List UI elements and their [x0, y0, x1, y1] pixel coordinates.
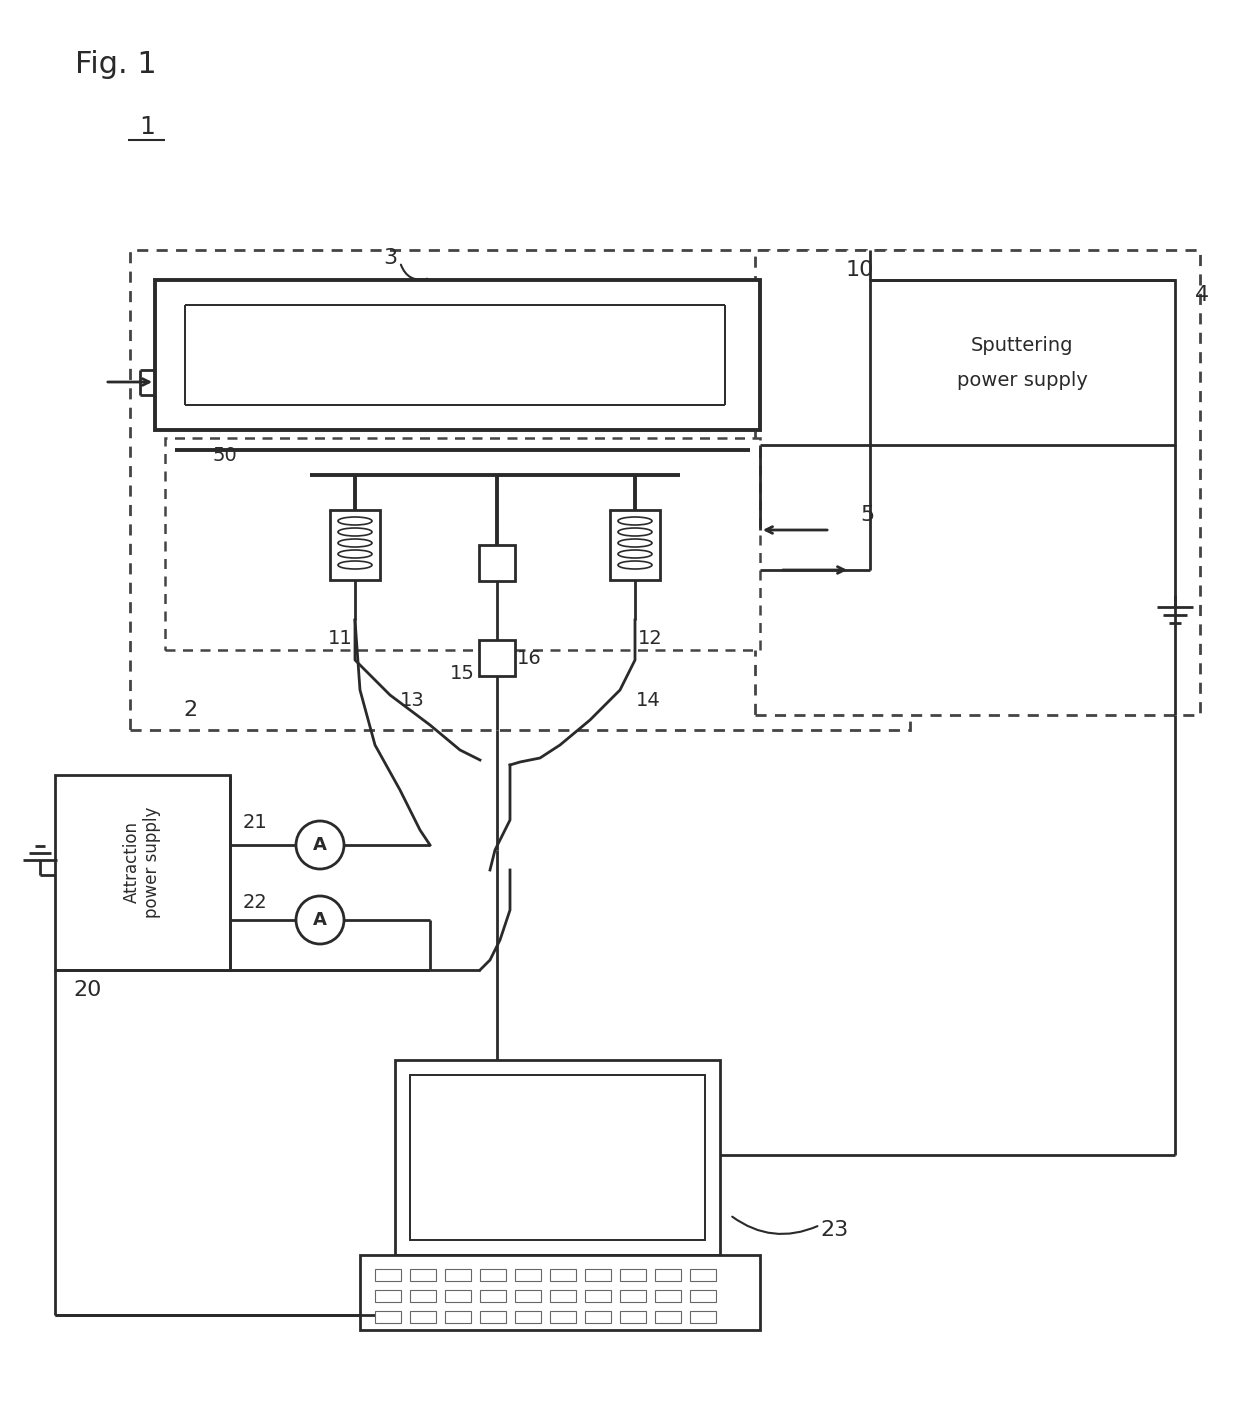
Bar — [360, 1255, 760, 1330]
Text: power supply: power supply — [956, 371, 1087, 389]
Text: 5: 5 — [861, 504, 874, 526]
Ellipse shape — [618, 517, 652, 526]
Text: 23: 23 — [820, 1220, 848, 1240]
Text: A: A — [312, 912, 327, 929]
Bar — [480, 1270, 506, 1281]
Bar — [155, 280, 760, 430]
Ellipse shape — [339, 561, 372, 569]
Bar — [445, 1310, 471, 1323]
Bar — [515, 1291, 541, 1302]
Bar — [551, 1310, 577, 1323]
Ellipse shape — [618, 540, 652, 547]
Bar — [374, 1291, 401, 1302]
Text: 10: 10 — [846, 261, 874, 280]
Bar — [585, 1310, 611, 1323]
Ellipse shape — [339, 517, 372, 526]
Text: 12: 12 — [637, 628, 662, 648]
Text: 3: 3 — [383, 248, 397, 268]
Bar — [330, 510, 379, 581]
Text: 14: 14 — [636, 690, 661, 710]
Bar — [655, 1270, 681, 1281]
Bar — [620, 1310, 646, 1323]
Bar — [480, 1310, 506, 1323]
Text: 16: 16 — [517, 648, 542, 668]
Bar — [445, 1270, 471, 1281]
Bar — [610, 510, 660, 581]
Bar — [410, 1310, 436, 1323]
Text: 22: 22 — [243, 892, 268, 912]
Text: 1: 1 — [139, 116, 155, 139]
Bar — [480, 1291, 506, 1302]
Bar — [870, 280, 1176, 445]
Text: A: A — [312, 836, 327, 854]
Bar — [585, 1270, 611, 1281]
Text: 4: 4 — [1195, 285, 1209, 304]
Bar — [585, 1291, 611, 1302]
Bar — [755, 249, 1200, 714]
Text: 11: 11 — [327, 628, 352, 648]
Text: 15: 15 — [450, 664, 475, 682]
Bar — [689, 1270, 715, 1281]
Text: Sputtering: Sputtering — [971, 335, 1074, 355]
Text: 50: 50 — [212, 445, 237, 465]
Bar — [165, 438, 760, 650]
Text: Fig. 1: Fig. 1 — [74, 49, 156, 79]
Ellipse shape — [618, 561, 652, 569]
Bar — [445, 1291, 471, 1302]
Ellipse shape — [339, 550, 372, 558]
Bar — [55, 775, 229, 969]
Bar — [515, 1310, 541, 1323]
Bar — [374, 1310, 401, 1323]
Bar — [655, 1291, 681, 1302]
Bar — [479, 545, 515, 581]
Bar — [655, 1310, 681, 1323]
Ellipse shape — [618, 528, 652, 535]
Text: 13: 13 — [399, 690, 424, 710]
Bar — [410, 1075, 706, 1240]
Ellipse shape — [339, 528, 372, 535]
Circle shape — [296, 821, 343, 869]
Text: 2: 2 — [184, 700, 197, 720]
Bar — [515, 1270, 541, 1281]
Bar — [479, 640, 515, 676]
Bar — [551, 1291, 577, 1302]
Text: Attraction
power supply: Attraction power supply — [123, 806, 161, 917]
Bar — [620, 1291, 646, 1302]
Bar — [410, 1291, 436, 1302]
Ellipse shape — [618, 550, 652, 558]
Bar — [410, 1270, 436, 1281]
Bar — [374, 1270, 401, 1281]
Bar — [551, 1270, 577, 1281]
Bar — [396, 1060, 720, 1255]
Bar — [620, 1270, 646, 1281]
Bar — [689, 1291, 715, 1302]
Circle shape — [296, 896, 343, 944]
Text: 21: 21 — [243, 813, 268, 831]
Ellipse shape — [339, 540, 372, 547]
Bar — [130, 249, 910, 730]
Bar — [689, 1310, 715, 1323]
Text: 20: 20 — [74, 981, 102, 1000]
